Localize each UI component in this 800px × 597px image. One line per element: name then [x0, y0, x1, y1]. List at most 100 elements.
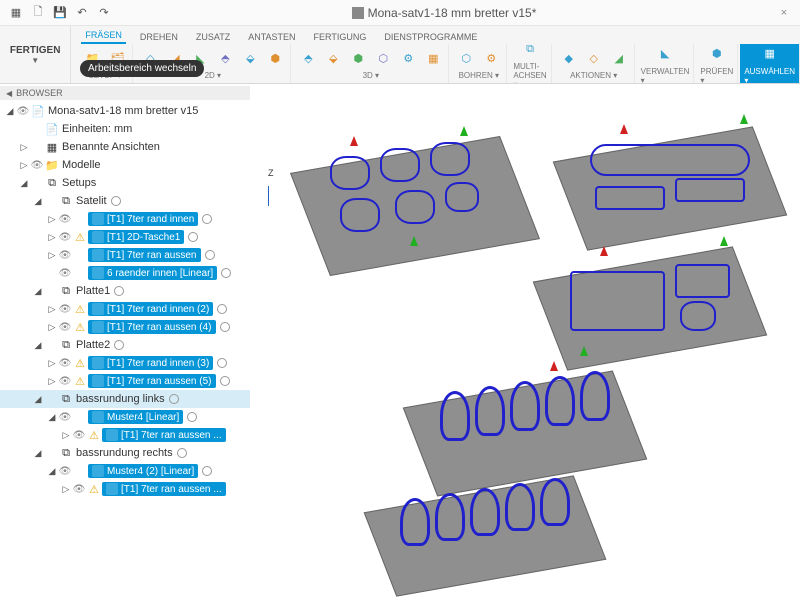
ribbon-group-label[interactable]: AUSWÄHLEN ▾ — [744, 67, 795, 84]
tree-node[interactable]: ◢⧉bassrundung links — [0, 390, 250, 408]
browser-collapse-icon[interactable]: ◀ — [6, 89, 12, 98]
ribbon-tool-icon[interactable]: ⬙ — [239, 47, 261, 69]
ribbon-tool-icon[interactable]: ◇ — [583, 47, 605, 69]
tree-operation[interactable]: 👁 6 raender innen [Linear] — [0, 264, 250, 282]
operation-chip[interactable]: [T1] 7ter ran aussen (5) — [88, 374, 216, 388]
tree-node[interactable]: 📄Einheiten: mm — [0, 120, 250, 138]
operation-chip[interactable]: [T1] 7ter rand innen (3) — [88, 356, 213, 370]
active-radio[interactable] — [187, 412, 197, 422]
operation-chip[interactable]: [T1] 7ter ran aussen — [88, 248, 201, 262]
ribbon-tool-icon[interactable]: ⚙ — [480, 47, 502, 69]
tree-operation[interactable]: ▷👁⚠[T1] 7ter rand innen (2) — [0, 300, 250, 318]
visibility-icon[interactable]: 👁 — [30, 160, 44, 171]
ribbon-tool-icon[interactable]: ⬡ — [372, 47, 394, 69]
ribbon-tool-icon[interactable]: ⬢ — [264, 47, 286, 69]
tree-operation[interactable]: ▷👁⚠[T1] 7ter ran aussen (5) — [0, 372, 250, 390]
operation-chip[interactable]: Muster4 (2) [Linear] — [88, 464, 198, 478]
active-radio[interactable] — [188, 232, 198, 242]
active-radio[interactable] — [220, 376, 230, 386]
ribbon-group-label[interactable]: 2D ▾ — [205, 71, 221, 80]
redo-icon[interactable]: ↷ — [94, 3, 114, 23]
expand-icon[interactable]: ▷ — [46, 304, 58, 315]
app-menu-icon[interactable]: ▦ — [6, 3, 26, 23]
ribbon-tab[interactable]: ANTASTEN — [244, 30, 299, 44]
tree-operation[interactable]: ▷👁⚠[T1] 7ter rand innen (3) — [0, 354, 250, 372]
expand-icon[interactable]: ▷ — [46, 214, 58, 225]
ribbon-tab[interactable]: FERTIGUNG — [310, 30, 371, 44]
ribbon-tool-icon[interactable]: ⬡ — [455, 47, 477, 69]
operation-chip[interactable]: Muster4 [Linear] — [88, 410, 183, 424]
operation-chip[interactable]: [T1] 7ter ran aussen ... — [102, 482, 226, 496]
visibility-icon[interactable]: 👁 — [58, 268, 72, 279]
ribbon-tool-icon[interactable]: ⬢ — [706, 44, 728, 65]
expand-icon[interactable]: ◢ — [32, 448, 44, 459]
active-radio[interactable] — [114, 340, 124, 350]
expand-icon[interactable]: ▷ — [60, 430, 72, 441]
expand-icon[interactable]: ◢ — [32, 394, 44, 405]
ribbon-tool-icon[interactable]: ⬘ — [214, 47, 236, 69]
expand-icon[interactable]: ▷ — [18, 142, 30, 153]
ribbon-tab[interactable]: DREHEN — [136, 30, 182, 44]
visibility-icon[interactable]: 👁 — [58, 466, 72, 477]
ribbon-tool-icon[interactable]: ▦ — [422, 47, 444, 69]
visibility-icon[interactable]: 👁 — [58, 250, 72, 261]
ribbon-group-label[interactable]: AKTIONEN ▾ — [570, 71, 617, 80]
viewport-3d[interactable]: Z — [250, 86, 800, 586]
active-radio[interactable] — [111, 196, 121, 206]
operation-chip[interactable]: 6 raender innen [Linear] — [88, 266, 217, 280]
visibility-icon[interactable]: 👁 — [16, 106, 30, 117]
active-radio[interactable] — [221, 268, 231, 278]
tree-node[interactable]: ◢⧉Setups — [0, 174, 250, 192]
browser-header[interactable]: ◀ BROWSER — [0, 86, 250, 100]
operation-chip[interactable]: [T1] 7ter ran aussen ... — [102, 428, 226, 442]
active-radio[interactable] — [217, 304, 227, 314]
operation-chip[interactable]: [T1] 7ter rand innen (2) — [88, 302, 213, 316]
tree-operation[interactable]: ◢👁 Muster4 (2) [Linear] — [0, 462, 250, 480]
expand-icon[interactable]: ◢ — [18, 178, 30, 189]
visibility-icon[interactable]: 👁 — [72, 484, 86, 495]
operation-chip[interactable]: [T1] 7ter ran aussen (4) — [88, 320, 216, 334]
ribbon-group-label[interactable]: MULTI-ACHSEN ▾ — [513, 62, 546, 83]
expand-icon[interactable]: ▷ — [60, 484, 72, 495]
active-radio[interactable] — [114, 286, 124, 296]
undo-icon[interactable]: ↶ — [72, 3, 92, 23]
tree-operation[interactable]: ▷👁 [T1] 7ter ran aussen — [0, 246, 250, 264]
expand-icon[interactable]: ▷ — [46, 376, 58, 387]
expand-icon[interactable]: ▷ — [18, 160, 30, 171]
visibility-icon[interactable]: 👁 — [58, 232, 72, 243]
expand-icon[interactable]: ◢ — [46, 466, 58, 477]
expand-icon[interactable]: ◢ — [46, 412, 58, 423]
expand-icon[interactable]: ▷ — [46, 250, 58, 261]
expand-icon[interactable]: ◢ — [32, 286, 44, 297]
active-radio[interactable] — [217, 358, 227, 368]
ribbon-tab[interactable]: ZUSATZ — [192, 30, 234, 44]
tree-operation[interactable]: ▷👁⚠[T1] 7ter ran aussen (4) — [0, 318, 250, 336]
tree-node[interactable]: ◢⧉Platte1 — [0, 282, 250, 300]
ribbon-tool-icon[interactable]: ◆ — [558, 47, 580, 69]
tree-operation[interactable]: ▷👁⚠[T1] 7ter ran aussen ... — [0, 480, 250, 498]
active-radio[interactable] — [169, 394, 179, 404]
ribbon-tool-icon[interactable]: ⧉ — [519, 44, 541, 60]
ribbon-group-label[interactable]: VERWALTEN ▾ — [641, 67, 690, 84]
close-button[interactable]: × — [774, 7, 794, 19]
ribbon-group-label[interactable]: 3D ▾ — [363, 71, 379, 80]
expand-icon[interactable]: ▷ — [46, 358, 58, 369]
visibility-icon[interactable]: 👁 — [58, 376, 72, 387]
visibility-icon[interactable]: 👁 — [58, 214, 72, 225]
active-radio[interactable] — [177, 448, 187, 458]
visibility-icon[interactable]: 👁 — [58, 412, 72, 423]
save-icon[interactable]: 💾 — [50, 3, 70, 23]
ribbon-tool-icon[interactable]: ⬙ — [322, 47, 344, 69]
ribbon-tool-icon[interactable]: ▦ — [759, 44, 781, 65]
tree-operation[interactable]: ◢👁 Muster4 [Linear] — [0, 408, 250, 426]
tree-node[interactable]: ◢👁📄Mona-satv1-18 mm bretter v15 — [0, 102, 250, 120]
tree-operation[interactable]: ▷👁⚠[T1] 7ter ran aussen ... — [0, 426, 250, 444]
active-radio[interactable] — [220, 322, 230, 332]
visibility-icon[interactable]: 👁 — [72, 430, 86, 441]
file-open-icon[interactable]: 🗋 — [28, 3, 48, 23]
tree-node[interactable]: ◢⧉bassrundung rechts — [0, 444, 250, 462]
visibility-icon[interactable]: 👁 — [58, 322, 72, 333]
tree-node[interactable]: ◢⧉Platte2 — [0, 336, 250, 354]
ribbon-tab[interactable]: FRÄSEN — [81, 28, 126, 44]
operation-chip[interactable]: [T1] 2D-Tasche1 — [88, 230, 184, 244]
